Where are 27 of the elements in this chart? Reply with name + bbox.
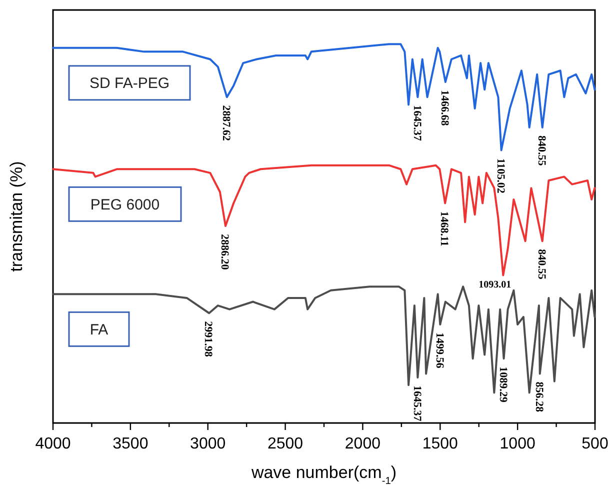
annotation: 2886.20 [218,234,231,270]
series-label: SD FA-PEG [89,75,170,92]
x-tick-label: 2500 [267,436,304,453]
x-tick-label: 1500 [422,436,458,453]
x-tick-label: 3000 [190,436,226,453]
x-axis-title: wave number(cm$_{-1}$) [250,463,397,486]
x-tick-label: 500 [582,436,608,453]
annotation: 1468.11 [438,211,450,246]
annotation: 1466.68 [438,90,451,126]
x-tick-label: 4000 [35,436,71,453]
annotation: 1089.29 [496,366,509,403]
annotation: 856.28 [533,382,546,412]
annotation: 2887.62 [220,105,232,142]
annotation: 1093.01 [478,280,512,291]
annotation: 840.55 [536,249,548,280]
x-tick-label: 3500 [112,436,148,453]
annotation: 2991.98 [202,321,214,358]
y-axis-title: transmitan (%) [7,161,26,272]
x-tick-label: 1000 [500,436,536,453]
annotation: 1645.37 [410,105,423,142]
annotation: 1499.56 [433,332,446,369]
annotation: 1105.02 [494,158,506,194]
annotation: 1645.37 [410,386,423,422]
x-tick-label: 2000 [344,436,381,453]
annotation: 840.55 [536,135,548,166]
series-label: FA [90,321,108,338]
series-label: PEG 6000 [90,196,160,214]
